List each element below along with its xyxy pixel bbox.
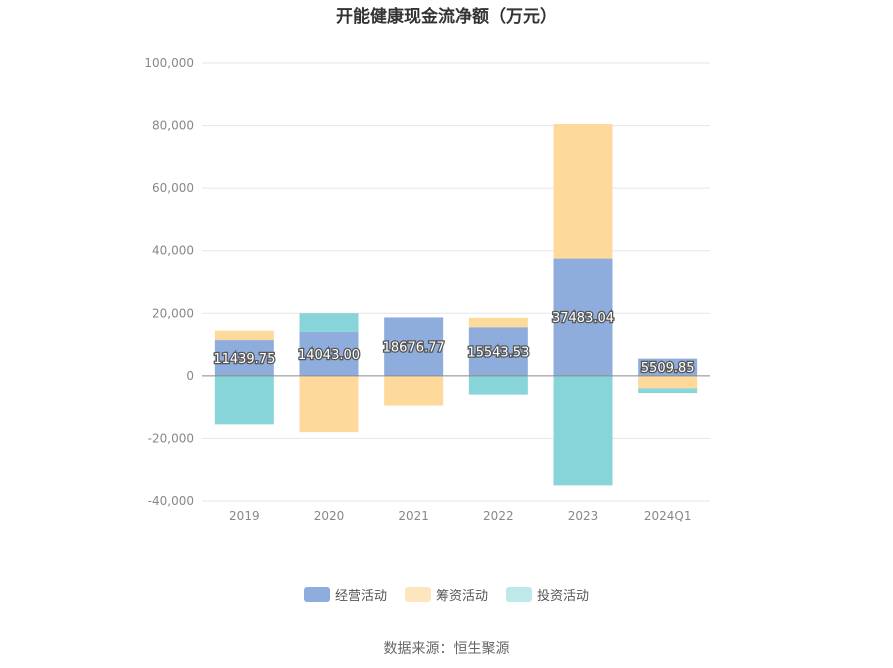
- data-label: 14043.00: [298, 348, 360, 363]
- legend-item[interactable]: 投资活动: [506, 585, 589, 604]
- data-label: 18676.77: [383, 341, 445, 356]
- x-tick-label: 2021: [398, 509, 429, 523]
- x-tick-label: 2023: [568, 509, 599, 523]
- bar-2020-series-2: [299, 313, 359, 332]
- x-tick-label: 2020: [314, 509, 345, 523]
- legend: 经营活动 筹资活动 投资活动: [0, 585, 893, 604]
- bar-2022-series-2: [468, 375, 528, 395]
- x-tick-label: 2024Q1: [644, 509, 692, 523]
- bar-2024Q1-series-0: [638, 358, 698, 376]
- x-tick-label: 2019: [229, 509, 260, 523]
- bar-2021-series-0: [384, 317, 444, 376]
- y-tick-label: 0: [186, 369, 194, 383]
- legend-swatch: [303, 587, 330, 602]
- bars: [214, 124, 698, 486]
- axes: 100,000 80,000 60,000 40,000 20,000 0 -20,000 -…: [144, 56, 710, 523]
- bar-2023-series-1: [553, 124, 613, 259]
- bar-2024Q1-series-1: [638, 375, 698, 389]
- bar-2022-series-0: [468, 327, 528, 376]
- gridlines: [202, 62, 710, 502]
- bar-2020-series-1: [299, 375, 359, 433]
- bar-2022-series-1: [468, 317, 528, 328]
- bar-2019-series-0: [214, 340, 274, 376]
- legend-item[interactable]: 筹资活动: [404, 585, 488, 604]
- legend-item[interactable]: 经营活动: [303, 585, 387, 604]
- y-tick-label: 60,000: [152, 181, 194, 195]
- data-labels: 11439.75 14043.00 18676.77 15543.53 37483.04…: [212, 310, 696, 378]
- data-label: 5509.85: [641, 361, 695, 376]
- bar-2019-series-2: [214, 375, 274, 425]
- y-tick-label: -40,000: [148, 494, 194, 508]
- legend-swatch: [404, 587, 431, 602]
- y-tick-label: 20,000: [152, 306, 194, 320]
- bar-2019-series-1: [214, 330, 274, 341]
- legend-swatch: [506, 587, 532, 602]
- y-tick-label: -20,000: [148, 431, 194, 445]
- y-tick-label: 100,000: [144, 56, 194, 70]
- bar-2023-series-2: [553, 375, 613, 486]
- legend-label: 筹资活动: [435, 589, 488, 604]
- x-tick-label: 2022: [483, 509, 514, 523]
- chart-title: 开能健康现金流净额（万元）: [336, 7, 557, 27]
- bar-2020-series-0: [299, 331, 359, 376]
- data-label: 11439.75: [213, 352, 275, 367]
- y-tick-label: 80,000: [152, 119, 194, 133]
- data-label: 37483.04: [552, 311, 614, 326]
- bar-2021-series-1: [384, 375, 444, 406]
- y-tick-label: 40,000: [152, 244, 194, 258]
- bar-2024Q1-series-2: [638, 388, 698, 394]
- legend-label: 投资活动: [537, 589, 590, 604]
- bar-2023-series-0: [553, 258, 613, 376]
- legend-label: 经营活动: [334, 589, 387, 604]
- data-label: 15543.53: [467, 346, 529, 361]
- source-note: 数据来源：恒生聚源: [383, 641, 510, 657]
